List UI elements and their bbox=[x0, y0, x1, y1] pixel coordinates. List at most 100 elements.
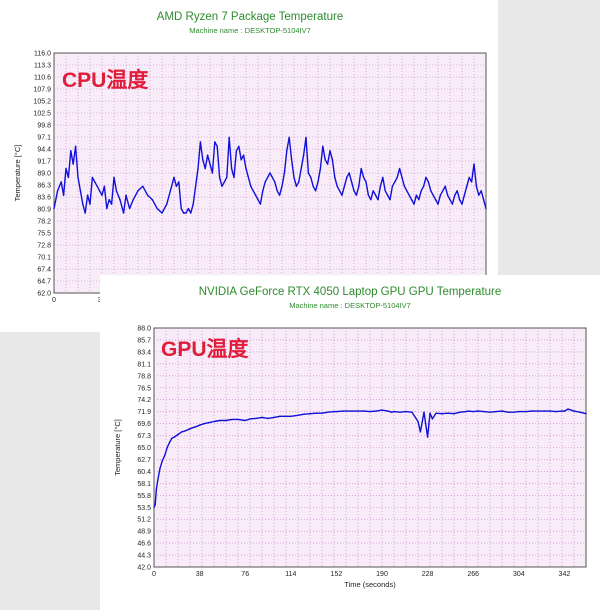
data-point bbox=[483, 410, 485, 413]
x-tick-label: 190 bbox=[376, 571, 388, 578]
data-point bbox=[375, 410, 377, 412]
data-point bbox=[319, 167, 322, 170]
data-point bbox=[216, 145, 218, 148]
data-point bbox=[250, 185, 252, 188]
y-tick-label: 76.5 bbox=[137, 385, 151, 392]
data-point bbox=[463, 194, 466, 196]
y-tick-label: 64.7 bbox=[37, 279, 51, 286]
data-point bbox=[543, 410, 545, 412]
y-tick-label: 113.3 bbox=[34, 63, 51, 70]
data-point bbox=[108, 198, 110, 201]
y-tick-label: 75.5 bbox=[37, 231, 51, 238]
data-point bbox=[362, 176, 365, 179]
y-tick-label: 105.2 bbox=[33, 99, 51, 106]
x-tick-label: 228 bbox=[422, 571, 434, 578]
data-point bbox=[122, 212, 125, 214]
data-point bbox=[410, 198, 413, 201]
chart-subtitle: Machine name : DESKTOP-5104IV7 bbox=[189, 26, 311, 35]
data-point bbox=[353, 190, 355, 192]
data-point bbox=[218, 176, 221, 179]
data-point bbox=[495, 410, 497, 413]
data-point bbox=[262, 190, 264, 192]
y-tick-label: 88.0 bbox=[137, 326, 151, 333]
data-point bbox=[303, 413, 305, 415]
data-point bbox=[446, 194, 449, 196]
data-point bbox=[82, 203, 84, 205]
data-point bbox=[161, 459, 164, 462]
data-point bbox=[283, 172, 286, 174]
data-point bbox=[351, 410, 353, 412]
data-point bbox=[389, 198, 391, 201]
data-point bbox=[449, 198, 451, 201]
data-point bbox=[79, 190, 82, 192]
data-point bbox=[336, 185, 338, 188]
data-point bbox=[72, 163, 74, 165]
y-tick-label: 60.4 bbox=[137, 469, 151, 476]
y-tick-label: 116.0 bbox=[34, 51, 51, 58]
data-point bbox=[399, 411, 401, 413]
data-point bbox=[168, 441, 171, 444]
data-point bbox=[406, 190, 408, 192]
data-point bbox=[254, 194, 257, 196]
data-point bbox=[314, 190, 317, 192]
data-point bbox=[422, 185, 425, 188]
data-point bbox=[411, 411, 413, 413]
data-point bbox=[309, 413, 311, 415]
data-point bbox=[195, 426, 197, 428]
data-point bbox=[302, 154, 305, 156]
data-point bbox=[271, 176, 274, 179]
y-tick-label: 110.6 bbox=[34, 75, 51, 82]
data-point bbox=[278, 194, 281, 196]
data-point bbox=[307, 172, 310, 174]
data-point bbox=[468, 176, 470, 179]
data-point bbox=[156, 207, 158, 210]
data-point bbox=[567, 408, 569, 410]
data-point bbox=[477, 410, 479, 412]
data-point bbox=[113, 176, 115, 179]
data-point bbox=[219, 419, 221, 422]
data-point bbox=[475, 185, 478, 188]
data-point bbox=[151, 198, 154, 201]
data-point bbox=[237, 418, 239, 421]
data-point bbox=[252, 190, 254, 192]
data-point bbox=[298, 181, 300, 183]
data-point bbox=[341, 194, 343, 196]
data-point bbox=[142, 185, 144, 188]
data-point bbox=[230, 167, 233, 170]
data-point bbox=[276, 190, 278, 192]
data-point bbox=[391, 185, 394, 188]
data-point bbox=[317, 181, 319, 183]
data-point bbox=[228, 136, 230, 139]
y-tick-label: 72.8 bbox=[37, 243, 51, 250]
data-point bbox=[365, 181, 367, 183]
data-point bbox=[204, 167, 206, 170]
data-point bbox=[377, 198, 379, 201]
y-tick-label: 94.4 bbox=[37, 147, 51, 154]
data-point bbox=[513, 411, 515, 413]
data-point bbox=[231, 418, 233, 421]
data-point bbox=[65, 167, 67, 170]
data-point bbox=[155, 488, 158, 490]
data-point bbox=[225, 419, 227, 422]
y-tick-label: 74.2 bbox=[137, 397, 151, 404]
data-point bbox=[89, 203, 91, 205]
data-point bbox=[370, 198, 372, 201]
data-point bbox=[249, 418, 251, 420]
chart-title: AMD Ryzen 7 Package Temperature bbox=[157, 11, 343, 23]
x-axis-label: Time (seconds) bbox=[344, 580, 396, 589]
data-point bbox=[555, 410, 557, 413]
data-point bbox=[77, 176, 79, 179]
data-point bbox=[187, 207, 190, 210]
data-point bbox=[321, 412, 323, 414]
data-point bbox=[489, 411, 491, 413]
y-tick-label: 97.1 bbox=[37, 135, 51, 142]
data-point bbox=[137, 190, 139, 192]
data-point bbox=[269, 172, 271, 174]
data-point bbox=[485, 207, 487, 210]
data-point bbox=[115, 190, 118, 192]
y-tick-label: 85.7 bbox=[137, 337, 151, 344]
data-point bbox=[98, 190, 101, 192]
y-tick-label: 48.9 bbox=[137, 529, 151, 536]
data-point bbox=[255, 417, 257, 420]
data-point bbox=[103, 185, 106, 188]
